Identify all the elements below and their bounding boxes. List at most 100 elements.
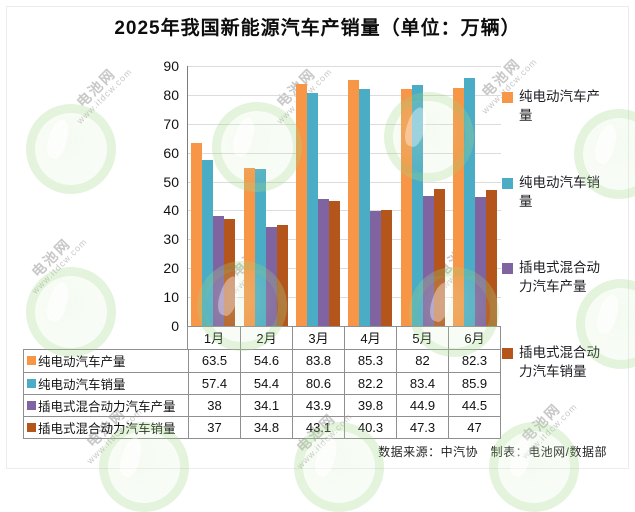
- legend-label: 纯电动汽车销量: [519, 175, 600, 209]
- gridline: [187, 181, 501, 183]
- value-cell: 54.6: [240, 349, 292, 372]
- value-cell: 34.8: [240, 415, 292, 438]
- value-cell: 83.4: [396, 371, 448, 394]
- gridline: [187, 268, 501, 270]
- watermark-logo-icon: [26, 104, 116, 194]
- source-note: 数据来源：中汽协 制表：电池网/数据部: [378, 445, 607, 459]
- watermark-logo-icon: [489, 422, 579, 512]
- bar: [485, 190, 497, 326]
- bar: [381, 209, 393, 326]
- value-cell: 85.3: [344, 349, 396, 372]
- watermark-site: www.itdcw.com: [30, 236, 90, 297]
- gridline: [187, 210, 501, 212]
- watermark-site: www.itdcw.com: [75, 66, 135, 127]
- bar: [348, 79, 360, 326]
- bar: [400, 89, 412, 326]
- row-key-swatch: [27, 356, 36, 366]
- legend-swatch: [502, 92, 513, 103]
- value-cell: 38: [188, 393, 240, 416]
- bar: [328, 201, 340, 326]
- month-header-cell: 3月: [292, 327, 344, 349]
- gridline: [187, 152, 501, 154]
- gridline: [187, 239, 501, 241]
- y-axis-label: 50: [163, 173, 179, 190]
- value-cell: 80.6: [292, 371, 344, 394]
- value-cell: 63.5: [188, 349, 240, 372]
- legend-item: 插电式混合动力汽车销量: [502, 344, 607, 382]
- value-cell: 82: [396, 349, 448, 372]
- bar: [359, 88, 371, 326]
- chart-canvas: 电池网 www.itdcw.com 电池网 www.itdcw.com 电池网 www.i…: [0, 0, 635, 475]
- bar: [463, 77, 475, 326]
- month-header-cell: 2月: [240, 327, 292, 349]
- row-key-swatch: [27, 400, 36, 410]
- gridline: [187, 123, 501, 125]
- y-axis-line: [187, 66, 188, 326]
- y-axis-label: 0: [171, 318, 179, 334]
- row-label-text: 纯电动汽车销量: [38, 377, 126, 392]
- bar: [422, 196, 434, 326]
- row-label-text: 纯电动汽车产量: [38, 355, 126, 370]
- legend-swatch: [502, 348, 513, 359]
- y-axis-label: 80: [163, 86, 179, 103]
- legend-item: 插电式混合动力汽车产量: [502, 259, 607, 297]
- legend-swatch: [502, 178, 513, 189]
- row-key-swatch: [27, 422, 36, 432]
- month-header-cell: 5月: [396, 327, 448, 349]
- value-cell: 82.2: [344, 371, 396, 394]
- value-cell: 39.8: [344, 393, 396, 416]
- value-cell: 47: [448, 415, 500, 438]
- data-table: 纯电动汽车产量 63.5 54.6 83.8 85.3 82 82.3 纯电动汽车销量 57.4…: [23, 348, 501, 439]
- value-cell: 54.4: [240, 371, 292, 394]
- value-cell: 83.8: [292, 349, 344, 372]
- bar: [265, 227, 277, 326]
- gridline: [187, 297, 501, 299]
- row-label: 纯电动汽车产量: [24, 350, 188, 372]
- watermark-brand: 电池网: [28, 235, 74, 281]
- value-cell: 43.9: [292, 393, 344, 416]
- y-axis-label: 20: [163, 260, 179, 277]
- bar: [224, 219, 236, 326]
- value-cell: 44.5: [448, 393, 500, 416]
- row-label-text: 插电式混合动力汽车产量: [38, 399, 176, 414]
- legend-item: 纯电动汽车产量: [502, 88, 607, 126]
- value-cell: 47.3: [396, 415, 448, 438]
- bar: [243, 168, 255, 326]
- value-cell: 37: [188, 415, 240, 438]
- bar: [213, 216, 225, 326]
- bar: [433, 189, 445, 326]
- legend-label: 纯电动汽车产量: [519, 89, 600, 123]
- value-cell: 34.1: [240, 393, 292, 416]
- value-cell: 43.1: [292, 415, 344, 438]
- legend-swatch: [502, 263, 513, 274]
- row-key-swatch: [27, 378, 36, 388]
- row-label: 插电式混合动力汽车销量: [24, 415, 188, 438]
- y-axis-label: 90: [163, 58, 179, 74]
- y-axis-label: 60: [163, 144, 179, 161]
- y-axis-label: 30: [163, 231, 179, 248]
- value-cell: 85.9: [448, 371, 500, 394]
- bar: [295, 83, 307, 326]
- bar: [306, 93, 318, 326]
- value-cell: 82.3: [448, 349, 500, 372]
- gridline: [187, 94, 501, 96]
- bar: [317, 199, 329, 326]
- chart-title: 2025年我国新能源汽车产销量（单位：万辆）: [114, 18, 521, 39]
- bar: [191, 142, 203, 326]
- legend-label: 插电式混合动力汽车销量: [519, 345, 600, 379]
- bar: [370, 211, 382, 326]
- y-axis-label: 40: [163, 202, 179, 219]
- legend-item: 纯电动汽车销量: [502, 174, 607, 212]
- month-header-cell: 1月: [203, 331, 225, 347]
- month-header-cell: 4月: [344, 327, 396, 349]
- bar: [411, 85, 423, 326]
- month-header-row: 1月 2月 3月 4月 5月 6月: [187, 326, 501, 349]
- value-cell: 40.3: [344, 415, 396, 438]
- row-label: 纯电动汽车销量: [24, 371, 188, 394]
- legend-label: 插电式混合动力汽车产量: [519, 260, 600, 294]
- month-header-cell: 6月: [448, 327, 500, 349]
- watermark-logo-icon: [26, 267, 116, 357]
- bar: [452, 88, 464, 326]
